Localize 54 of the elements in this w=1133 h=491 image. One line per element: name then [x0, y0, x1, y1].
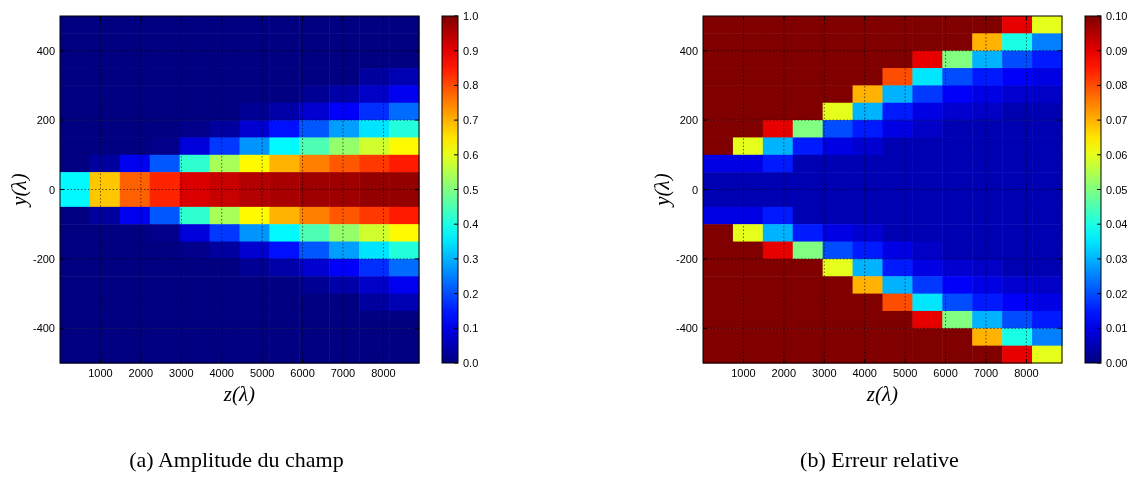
y-axis-title: y(λ) — [7, 173, 31, 208]
color-bar-label: 0.02 — [1106, 287, 1128, 300]
y-tick-label: 400 — [679, 44, 698, 57]
color-bar-label: 0.4 — [463, 218, 479, 231]
y-tick-label: 0 — [48, 183, 55, 196]
y-tick-label: 200 — [36, 114, 55, 127]
color-bar-label: 0.3 — [463, 252, 479, 265]
x-tick-label: 8000 — [371, 367, 396, 379]
color-bar-label: 0.07 — [1106, 114, 1128, 127]
color-bar-label: 0.00 — [1106, 357, 1128, 369]
text: (b) Erreur relative — [800, 447, 959, 472]
x-tick-label: 5000 — [892, 367, 918, 379]
x-tick-label: 1000 — [88, 367, 113, 379]
color-bar-label: 0.0 — [463, 357, 479, 369]
color-bar-label: 0.5 — [463, 183, 479, 196]
color-bar-label: 0.6 — [463, 148, 479, 161]
y-tick-label: 0 — [691, 183, 698, 196]
x-tick-label: 7000 — [330, 367, 356, 379]
color-bar-label: 0.04 — [1106, 218, 1128, 231]
y-tick-label: -200 — [675, 252, 698, 265]
y-tick-label: -400 — [675, 322, 698, 335]
x-tick-label: 4000 — [852, 367, 877, 379]
x-tick-label: 8000 — [1014, 367, 1039, 379]
color-bar-label: 0.01 — [1106, 322, 1128, 335]
y-axis-title: y(λ) — [650, 173, 674, 208]
color-bar-label: 0.9 — [463, 44, 479, 57]
y-tick-label: 400 — [36, 44, 55, 57]
x-tick-label: 6000 — [933, 367, 958, 379]
y-tick-label: -400 — [32, 322, 55, 335]
y-tick-label: -200 — [32, 252, 55, 265]
x-axis-title: z(λ) — [865, 382, 899, 406]
color-bar-label: 0.8 — [463, 79, 479, 92]
color-bar-label: 0.09 — [1106, 44, 1128, 57]
color-bar-label: 0.1 — [463, 322, 479, 335]
x-tick-label: 1000 — [731, 367, 756, 379]
x-axis-title: z(λ) — [222, 382, 256, 406]
color-bar-label: 0.06 — [1106, 148, 1128, 161]
x-tick-label: 6000 — [290, 367, 315, 379]
x-tick-label: 5000 — [249, 367, 275, 379]
color-bar-label: 0.08 — [1106, 79, 1128, 92]
y-tick-label: 200 — [679, 114, 698, 127]
x-tick-label: 3000 — [812, 367, 837, 379]
x-tick-label: 2000 — [771, 367, 797, 379]
color-bar-label: 1.0 — [463, 10, 479, 22]
color-bar-label: 0.7 — [463, 114, 479, 127]
color-bar-label: 0.2 — [463, 287, 479, 300]
color-bar-label: 0.03 — [1106, 252, 1128, 265]
text: (a) Amplitude du champ — [129, 447, 344, 472]
x-tick-label: 2000 — [128, 367, 154, 379]
x-tick-label: 7000 — [973, 367, 999, 379]
x-tick-label: 4000 — [209, 367, 234, 379]
x-tick-label: 3000 — [169, 367, 194, 379]
color-bar-label: 0.05 — [1106, 183, 1128, 196]
color-bar-label: 0.10 — [1106, 10, 1128, 22]
